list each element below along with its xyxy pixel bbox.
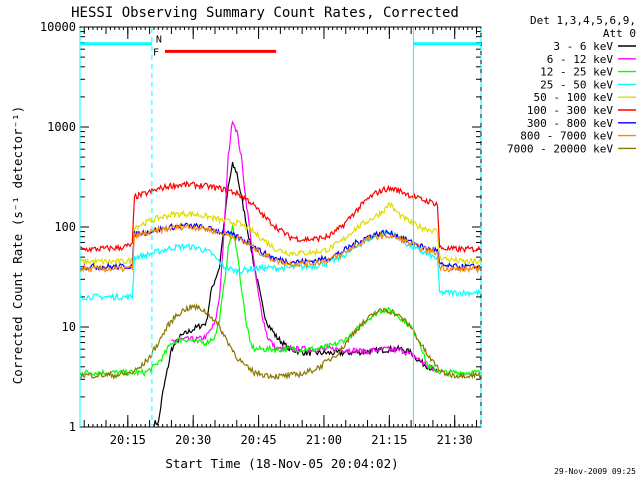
date-stamp: 29-Nov-2009 09:25 — [554, 467, 636, 476]
x-tick-label: 21:00 — [306, 433, 342, 447]
legend-header-line2: Att 0 — [603, 27, 636, 40]
y-tick-label: 1000 — [47, 120, 76, 134]
x-tick-label: 21:30 — [437, 433, 473, 447]
series-line-5 — [79, 180, 482, 254]
y-tick-label: 10000 — [40, 20, 76, 34]
x-tick-label: 20:45 — [241, 433, 277, 447]
y-tick-label: 1 — [69, 420, 76, 434]
legend-label: 100 - 300 keV — [527, 104, 613, 117]
markers-layer — [79, 28, 482, 427]
x-tick-label: 20:15 — [110, 433, 146, 447]
legend-label: 3 - 6 keV — [553, 40, 613, 53]
series-line-6 — [79, 222, 482, 272]
axis-ticks: 1 10 100 1000 10000 20:15 20:30 20:45 21:00 21:15… — [40, 20, 482, 447]
series-layer — [79, 120, 482, 427]
legend-label: 25 - 50 keV — [540, 78, 613, 91]
legend-label: 6 - 12 keV — [547, 53, 614, 66]
legend-label: 300 - 800 keV — [527, 117, 613, 130]
series-line-0 — [153, 161, 438, 427]
legend-label: 800 - 7000 keV — [520, 130, 613, 143]
series-line-4 — [79, 202, 482, 267]
y-tick-label: 10 — [62, 320, 76, 334]
series-line-7 — [79, 222, 482, 275]
series-line-8 — [79, 302, 482, 381]
state-bar-label: F — [153, 47, 159, 58]
legend-label: 7000 - 20000 keV — [507, 142, 613, 155]
legend-label: 12 - 25 keV — [540, 66, 613, 79]
x-tick-label: 21:15 — [371, 433, 407, 447]
y-tick-label: 100 — [54, 220, 76, 234]
state-bar-label: N — [156, 35, 162, 46]
legend-header-line1: Det 1,3,4,5,6,9, — [530, 14, 636, 27]
series-line-1 — [171, 120, 438, 373]
state-bars: NF — [80, 35, 481, 58]
series-line-3 — [79, 228, 482, 301]
chart-title: HESSI Observing Summary Count Rates, Cor… — [71, 5, 459, 21]
legend-label: 50 - 100 keV — [534, 91, 614, 104]
x-tick-label: 20:30 — [175, 433, 211, 447]
series-line-2 — [79, 224, 482, 378]
x-axis-label: Start Time (18-Nov-05 20:04:02) — [165, 456, 398, 471]
y-axis-label: Corrected Count Rate (s⁻¹ detector⁻¹) — [10, 106, 25, 384]
